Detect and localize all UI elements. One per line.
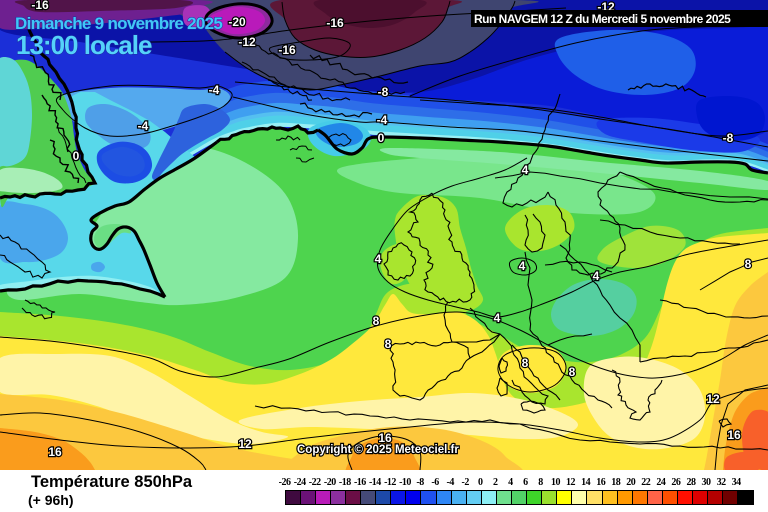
svg-text:-8: -8: [378, 85, 389, 99]
svg-text:4: 4: [494, 311, 501, 325]
svg-text:-8: -8: [723, 131, 734, 145]
svg-text:4: 4: [519, 259, 526, 273]
svg-text:13:00 locale: 13:00 locale: [16, 30, 152, 60]
svg-text:8: 8: [385, 337, 392, 351]
svg-text:-4: -4: [209, 83, 220, 97]
svg-text:-12: -12: [238, 35, 256, 49]
svg-text:8: 8: [745, 257, 752, 271]
svg-text:-4: -4: [377, 113, 388, 127]
svg-text:Copyright © 2025 Meteociel.fr: Copyright © 2025 Meteociel.fr: [297, 444, 459, 456]
svg-text:12: 12: [706, 392, 720, 406]
svg-text:-4: -4: [138, 119, 149, 133]
svg-text:4: 4: [375, 252, 382, 266]
svg-text:4: 4: [593, 269, 600, 283]
svg-text:8: 8: [569, 365, 576, 379]
svg-text:0: 0: [73, 149, 80, 163]
svg-text:12: 12: [238, 437, 252, 451]
svg-text:16: 16: [378, 431, 392, 445]
svg-text:8: 8: [522, 356, 529, 370]
svg-text:Run NAVGEM 12 Z du Mercredi 5: Run NAVGEM 12 Z du Mercredi 5 novembre 2…: [474, 12, 731, 26]
svg-text:0: 0: [378, 131, 385, 145]
svg-text:-16: -16: [326, 16, 344, 30]
svg-text:-16: -16: [278, 43, 296, 57]
svg-text:4: 4: [522, 163, 529, 177]
svg-text:-16: -16: [31, 0, 49, 12]
svg-text:-20: -20: [228, 15, 246, 29]
svg-text:Dimanche 9 novembre 2025: Dimanche 9 novembre 2025: [15, 14, 222, 33]
svg-text:16: 16: [727, 428, 741, 442]
svg-text:16: 16: [48, 445, 62, 459]
svg-text:8: 8: [373, 314, 380, 328]
